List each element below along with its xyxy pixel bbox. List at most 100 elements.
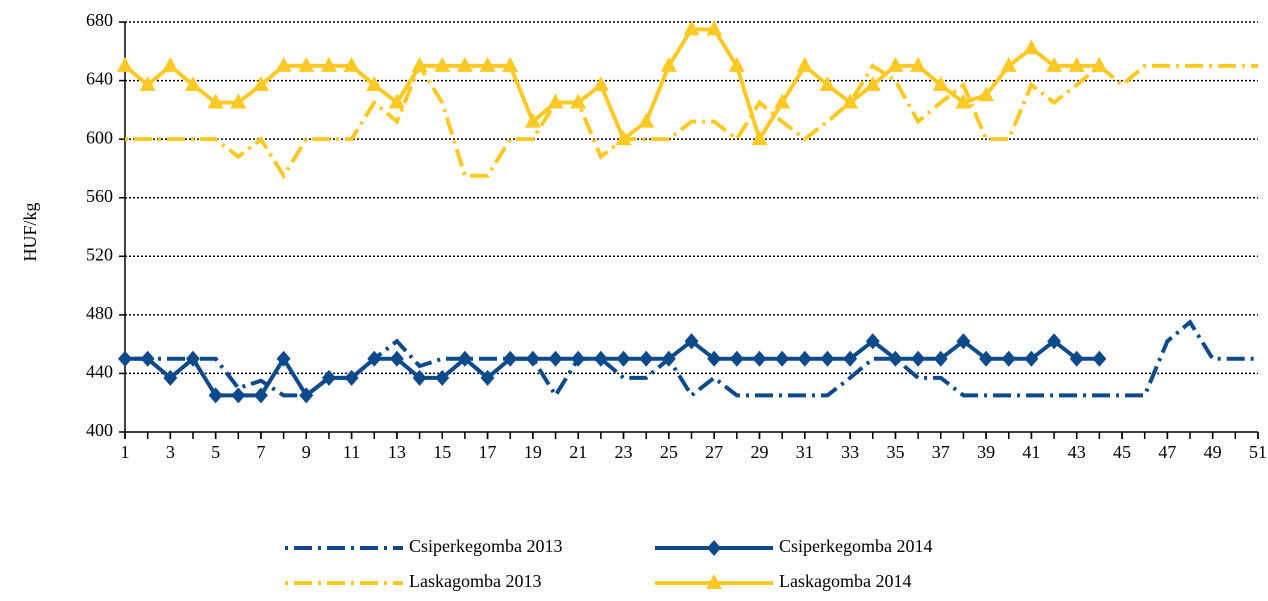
series-line <box>123 27 1100 144</box>
marker <box>366 75 383 91</box>
y-tick-label: 600 <box>86 127 113 147</box>
marker <box>1024 350 1039 367</box>
marker <box>276 350 291 367</box>
marker <box>275 56 292 72</box>
marker <box>684 333 699 350</box>
marker <box>457 350 472 367</box>
marker <box>660 56 677 72</box>
marker <box>389 350 404 367</box>
y-tick-label: 640 <box>86 69 113 89</box>
y-tick-label: 480 <box>86 303 113 323</box>
legend-label: Laskagomba 2013 <box>409 571 541 591</box>
x-tick-label: 17 <box>479 442 497 462</box>
marker <box>616 350 631 367</box>
legend-label: Csiperkegomba 2013 <box>409 536 562 556</box>
marker <box>819 75 836 91</box>
x-tick-label: 43 <box>1068 442 1086 462</box>
marker <box>434 56 451 72</box>
y-tick-label: 520 <box>86 244 113 264</box>
marker <box>1091 56 1108 72</box>
marker <box>207 93 224 109</box>
legend-label: Csiperkegomba 2014 <box>779 536 932 556</box>
x-tick-label: 13 <box>388 442 406 462</box>
marker <box>320 56 337 72</box>
marker <box>639 350 654 367</box>
marker <box>592 75 609 91</box>
marker <box>751 130 768 146</box>
marker <box>139 75 156 91</box>
marker <box>1001 350 1016 367</box>
marker <box>1068 56 1085 72</box>
marker <box>412 369 427 386</box>
marker <box>208 387 223 404</box>
marker <box>184 75 201 91</box>
x-tick-label: 27 <box>705 442 723 462</box>
marker <box>456 56 473 72</box>
marker <box>865 333 880 350</box>
marker <box>163 369 178 386</box>
marker <box>230 93 247 109</box>
marker <box>344 369 359 386</box>
marker <box>638 112 655 128</box>
marker <box>615 130 632 146</box>
x-tick-label: 15 <box>433 442 451 462</box>
marker <box>479 56 496 72</box>
marker <box>796 56 813 72</box>
x-tick-label: 7 <box>256 442 265 462</box>
marker <box>956 333 971 350</box>
y-tick-label: 560 <box>86 186 113 206</box>
marker <box>1069 350 1084 367</box>
marker <box>661 350 676 367</box>
marker <box>525 350 540 367</box>
x-tick-label: 51 <box>1249 442 1267 462</box>
marker <box>864 75 881 91</box>
marker <box>388 93 405 109</box>
x-tick-label: 31 <box>796 442 814 462</box>
marker <box>571 350 586 367</box>
marker <box>775 350 790 367</box>
x-tick-label: 37 <box>932 442 950 462</box>
marker <box>979 350 994 367</box>
x-tick-label: 49 <box>1204 442 1222 462</box>
legend-label: Laskagomba 2014 <box>779 571 911 591</box>
x-tick-label: 1 <box>121 442 130 462</box>
marker <box>683 20 700 36</box>
marker <box>706 20 723 36</box>
y-axis-label: HUF/kg <box>20 202 40 261</box>
x-tick-label: 5 <box>211 442 220 462</box>
marker <box>253 387 268 404</box>
x-tick-label: 39 <box>977 442 995 462</box>
marker <box>774 93 791 109</box>
marker <box>752 350 767 367</box>
marker <box>932 75 949 91</box>
marker <box>548 350 563 367</box>
marker <box>593 350 608 367</box>
x-tick-label: 21 <box>569 442 587 462</box>
marker <box>321 369 336 386</box>
marker <box>480 369 495 386</box>
x-tick-label: 9 <box>302 442 311 462</box>
x-tick-label: 19 <box>524 442 542 462</box>
marker <box>162 56 179 72</box>
marker <box>888 350 903 367</box>
marker <box>706 574 722 589</box>
y-tick-label: 680 <box>86 10 113 30</box>
marker <box>185 350 200 367</box>
y-tick-label: 440 <box>86 362 113 382</box>
marker <box>117 56 133 72</box>
marker <box>933 350 948 367</box>
x-tick-label: 41 <box>1022 442 1040 462</box>
x-tick-label: 45 <box>1113 442 1131 462</box>
marker <box>728 56 745 72</box>
marker <box>707 540 721 556</box>
marker <box>797 350 812 367</box>
marker <box>252 75 269 91</box>
marker <box>502 56 519 72</box>
marker <box>1000 56 1017 72</box>
marker <box>820 350 835 367</box>
marker <box>729 350 744 367</box>
marker <box>524 112 541 128</box>
marker <box>1046 56 1063 72</box>
x-tick-label: 3 <box>166 442 175 462</box>
